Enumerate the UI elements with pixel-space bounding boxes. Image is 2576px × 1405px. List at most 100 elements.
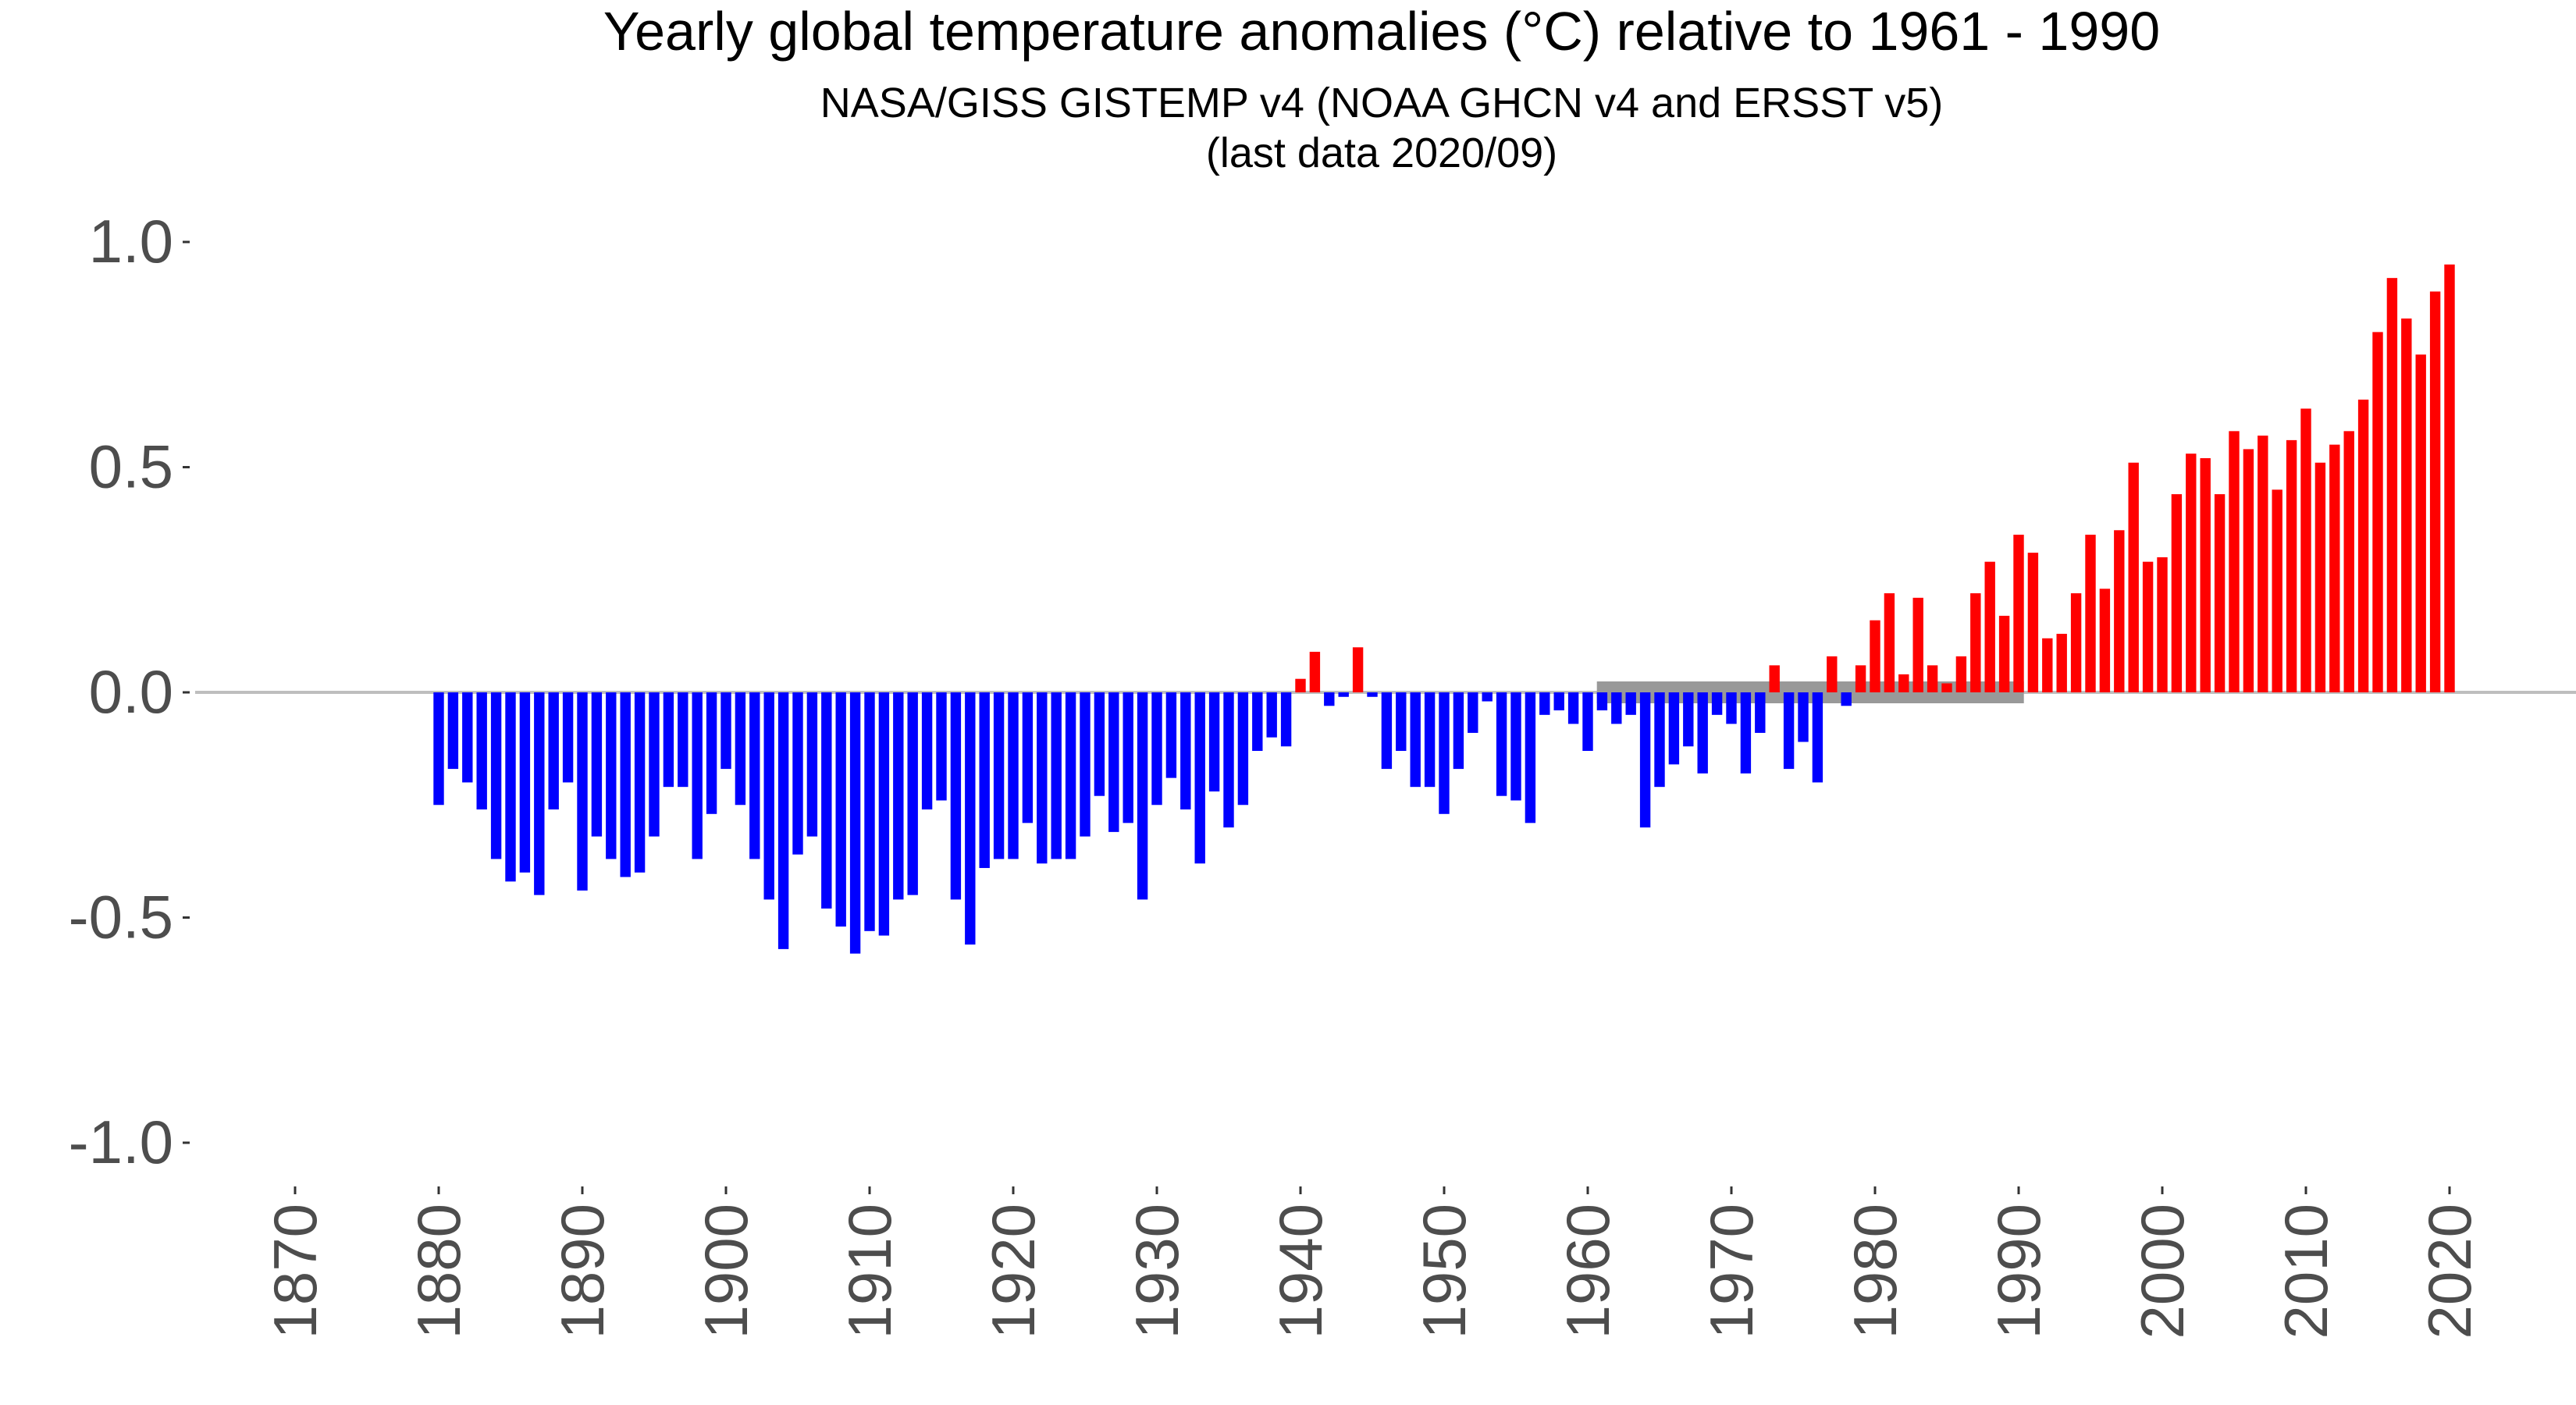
bar-2019 (2429, 291, 2441, 693)
x-tick-label: 1990 (1984, 1204, 2053, 1339)
chart-subtitle: NASA/GISS GISTEMP v4 (NOAA GHCN v4 and E… (820, 80, 1943, 126)
bar-1983 (1912, 597, 1923, 692)
bar-1942 (1324, 692, 1335, 706)
bar-2006 (2243, 449, 2254, 692)
bar-1883 (476, 692, 487, 810)
bar-1991 (2027, 553, 2039, 692)
bar-1922 (1037, 692, 1048, 864)
bar-1901 (735, 692, 746, 806)
bar-1956 (1525, 692, 1536, 823)
x-tick-label: 1950 (1410, 1204, 1478, 1339)
bar-1982 (1898, 674, 1909, 692)
bar-2018 (2415, 354, 2426, 692)
bar-2004 (2214, 494, 2226, 692)
bar-1891 (591, 692, 603, 837)
bar-1905 (792, 692, 803, 855)
bar-1992 (2042, 638, 2053, 692)
bar-1995 (2085, 535, 2096, 692)
bar-1964 (1639, 692, 1651, 828)
bar-1965 (1654, 692, 1665, 788)
bar-1976 (1812, 692, 1823, 783)
bar-2012 (2329, 444, 2340, 692)
bar-1945 (1367, 692, 1378, 697)
bar-1959 (1567, 692, 1579, 724)
bar-1906 (806, 692, 818, 837)
bar-1971 (1740, 692, 1752, 774)
bar-1911 (878, 692, 890, 936)
chart-title: Yearly global temperature anomalies (°C)… (603, 1, 2160, 62)
y-tick-label: -0.5 (69, 883, 173, 951)
bar-1953 (1482, 692, 1493, 702)
bar-1989 (1998, 615, 2010, 692)
bar-1900 (720, 692, 731, 770)
bar-1944 (1352, 647, 1364, 692)
bar-1885 (505, 692, 516, 882)
bar-2016 (2386, 278, 2398, 692)
x-tick-label: 2000 (2128, 1204, 2197, 1339)
bar-1935 (1223, 692, 1234, 828)
bar-1929 (1137, 692, 1148, 900)
bar-1928 (1123, 692, 1133, 823)
bar-1967 (1683, 692, 1694, 747)
bar-1924 (1065, 692, 1076, 859)
bar-1941 (1309, 652, 1321, 692)
bar-1927 (1108, 692, 1119, 832)
bar-1988 (1984, 561, 1995, 692)
bar-1930 (1151, 692, 1162, 806)
bar-1890 (577, 692, 588, 891)
axes-layer: -1.0 -0.5 0.0 0.5 1.0 1870 1880 1890 1900 1910 192… (69, 207, 2484, 1339)
bar-1981 (1884, 593, 1895, 692)
bar-1919 (993, 692, 1005, 859)
bar-1914 (921, 692, 933, 810)
bar-1958 (1553, 692, 1564, 711)
x-tick-label: 1980 (1841, 1204, 1909, 1339)
bar-1949 (1424, 692, 1436, 788)
bar-1925 (1080, 692, 1091, 837)
bar-1896 (663, 692, 674, 788)
bar-1932 (1180, 692, 1191, 810)
bar-1912 (893, 692, 904, 900)
bar-2000 (2157, 557, 2168, 692)
x-tick-label: 1880 (404, 1204, 473, 1339)
bar-1957 (1539, 692, 1550, 715)
bar-2009 (2286, 439, 2297, 692)
bar-1938 (1266, 692, 1277, 738)
bar-1943 (1338, 692, 1349, 697)
bar-1975 (1798, 692, 1809, 742)
bar-1933 (1194, 692, 1205, 864)
bar-1966 (1668, 692, 1680, 765)
x-tick-label: 1890 (548, 1204, 617, 1339)
bar-1934 (1208, 692, 1220, 791)
bar-1888 (548, 692, 559, 810)
bar-1969 (1711, 692, 1723, 715)
bar-1889 (562, 692, 574, 783)
reference-period-bar (1596, 681, 2024, 703)
bar-2010 (2300, 408, 2311, 692)
bar-1920 (1008, 692, 1019, 859)
bar-1950 (1439, 692, 1450, 814)
x-tick-label: 1930 (1123, 1204, 1191, 1339)
y-tick-label: 0.0 (89, 657, 173, 726)
bar-2014 (2357, 399, 2369, 692)
y-tick-label: 1.0 (89, 207, 173, 276)
bar-2007 (2258, 436, 2268, 692)
bar-1892 (606, 692, 617, 859)
bar-1961 (1596, 692, 1608, 711)
bar-1915 (936, 692, 947, 801)
bar-1954 (1496, 692, 1507, 796)
bar-1937 (1252, 692, 1263, 752)
bar-1987 (1970, 593, 1981, 692)
chart-subtitle-last-data: (last data 2020/09) (1206, 130, 1557, 176)
bar-1955 (1510, 692, 1521, 801)
bar-1962 (1611, 692, 1622, 724)
bar-1910 (864, 692, 875, 931)
bar-1916 (950, 692, 962, 900)
x-tick-label: 1910 (835, 1204, 904, 1339)
bar-2017 (2401, 318, 2412, 692)
bars-layer (195, 264, 2576, 954)
bar-1973 (1769, 665, 1780, 692)
bar-1909 (849, 692, 861, 954)
bar-1963 (1625, 692, 1636, 715)
bar-1996 (2099, 589, 2111, 692)
